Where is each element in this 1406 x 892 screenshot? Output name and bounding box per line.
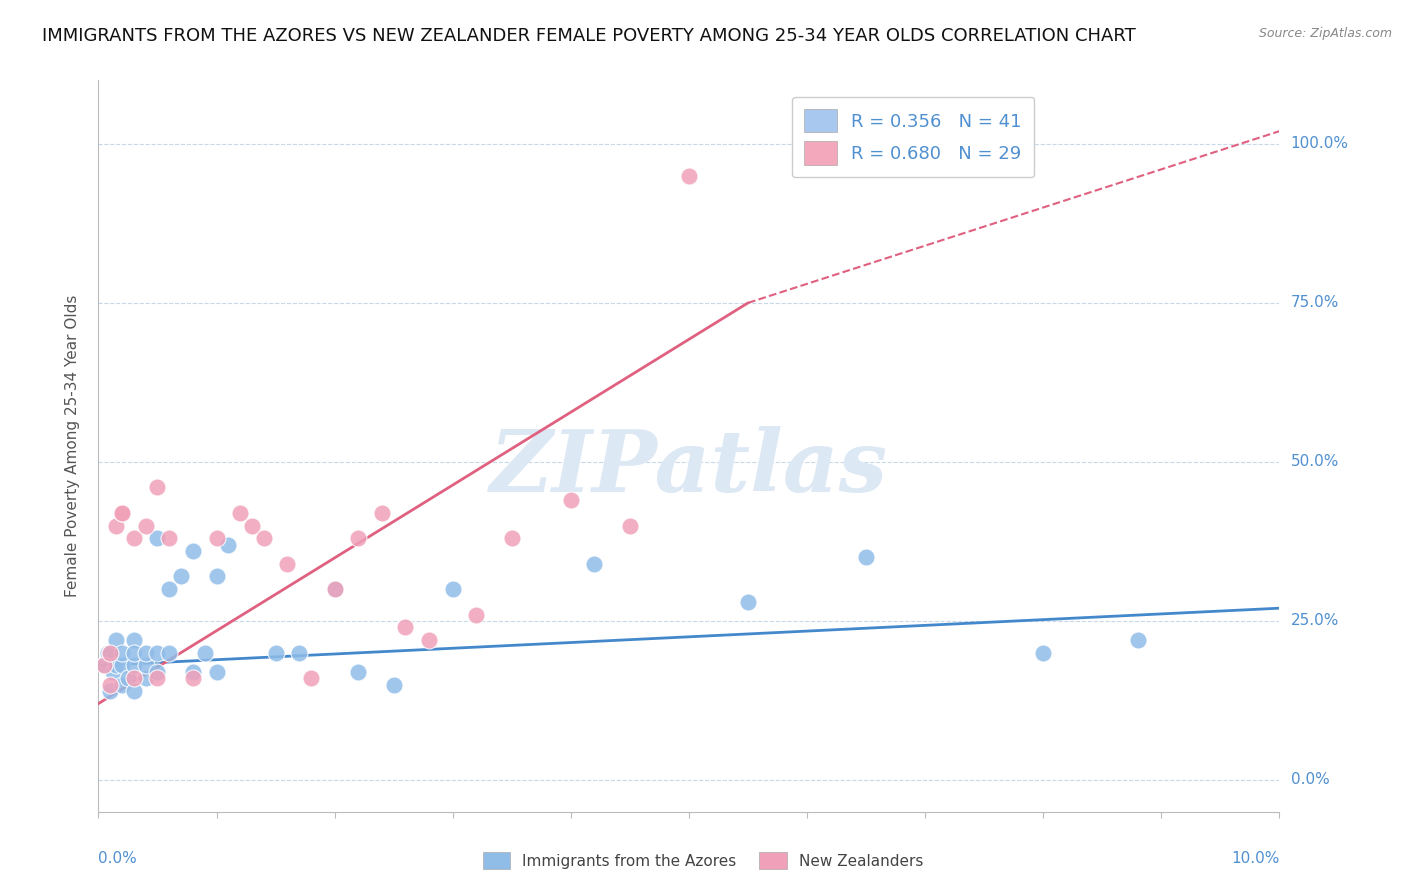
Point — [98, 646, 121, 660]
Point — [146, 480, 169, 494]
Point — [111, 658, 134, 673]
Point — [111, 646, 134, 660]
Point — [122, 632, 145, 647]
Point — [122, 684, 145, 698]
Point — [299, 671, 322, 685]
Text: Source: ZipAtlas.com: Source: ZipAtlas.com — [1258, 27, 1392, 40]
Point — [93, 658, 115, 673]
Point — [323, 582, 346, 596]
Point — [98, 646, 121, 660]
Point — [264, 646, 287, 660]
Point — [98, 677, 121, 691]
Point — [229, 506, 252, 520]
Point — [98, 684, 121, 698]
Point — [146, 665, 169, 679]
Text: 10.0%: 10.0% — [1232, 851, 1279, 865]
Point — [117, 671, 139, 685]
Point — [105, 518, 128, 533]
Text: 75.0%: 75.0% — [1291, 295, 1339, 310]
Point — [157, 531, 180, 545]
Point — [394, 620, 416, 634]
Point — [194, 646, 217, 660]
Point — [122, 646, 145, 660]
Point — [111, 506, 134, 520]
Point — [97, 646, 120, 660]
Point — [347, 665, 370, 679]
Point — [181, 665, 204, 679]
Point — [240, 518, 263, 533]
Point — [135, 646, 157, 660]
Text: 25.0%: 25.0% — [1291, 614, 1339, 628]
Legend: R = 0.356   N = 41, R = 0.680   N = 29: R = 0.356 N = 41, R = 0.680 N = 29 — [792, 96, 1035, 178]
Point — [253, 531, 276, 545]
Point — [170, 569, 193, 583]
Point — [371, 506, 394, 520]
Point — [111, 677, 134, 691]
Point — [205, 531, 228, 545]
Point — [347, 531, 370, 545]
Point — [157, 582, 180, 596]
Point — [678, 169, 700, 183]
Text: 100.0%: 100.0% — [1291, 136, 1348, 152]
Point — [737, 595, 759, 609]
Point — [122, 531, 145, 545]
Point — [135, 518, 157, 533]
Text: 0.0%: 0.0% — [1291, 772, 1329, 788]
Point — [135, 658, 157, 673]
Point — [93, 658, 115, 673]
Text: IMMIGRANTS FROM THE AZORES VS NEW ZEALANDER FEMALE POVERTY AMONG 25-34 YEAR OLDS: IMMIGRANTS FROM THE AZORES VS NEW ZEALAN… — [42, 27, 1136, 45]
Point — [111, 506, 134, 520]
Point — [205, 569, 228, 583]
Legend: Immigrants from the Azores, New Zealanders: Immigrants from the Azores, New Zealande… — [477, 846, 929, 875]
Point — [105, 658, 128, 673]
Text: 50.0%: 50.0% — [1291, 454, 1339, 469]
Point — [855, 550, 877, 565]
Point — [217, 538, 239, 552]
Point — [583, 557, 606, 571]
Point — [465, 607, 488, 622]
Point — [181, 671, 204, 685]
Point — [146, 531, 169, 545]
Point — [146, 646, 169, 660]
Point — [276, 557, 298, 571]
Point — [205, 665, 228, 679]
Text: 0.0%: 0.0% — [98, 851, 138, 865]
Text: ZIPatlas: ZIPatlas — [489, 426, 889, 509]
Point — [619, 518, 641, 533]
Point — [101, 665, 124, 679]
Point — [1032, 646, 1054, 660]
Point — [122, 671, 145, 685]
Point — [146, 671, 169, 685]
Point — [418, 632, 440, 647]
Y-axis label: Female Poverty Among 25-34 Year Olds: Female Poverty Among 25-34 Year Olds — [65, 295, 80, 597]
Point — [501, 531, 523, 545]
Point — [1126, 632, 1149, 647]
Point — [135, 671, 157, 685]
Point — [560, 493, 582, 508]
Point — [157, 646, 180, 660]
Point — [122, 658, 145, 673]
Point — [323, 582, 346, 596]
Point — [441, 582, 464, 596]
Point — [105, 632, 128, 647]
Point — [382, 677, 405, 691]
Point — [288, 646, 311, 660]
Point — [181, 544, 204, 558]
